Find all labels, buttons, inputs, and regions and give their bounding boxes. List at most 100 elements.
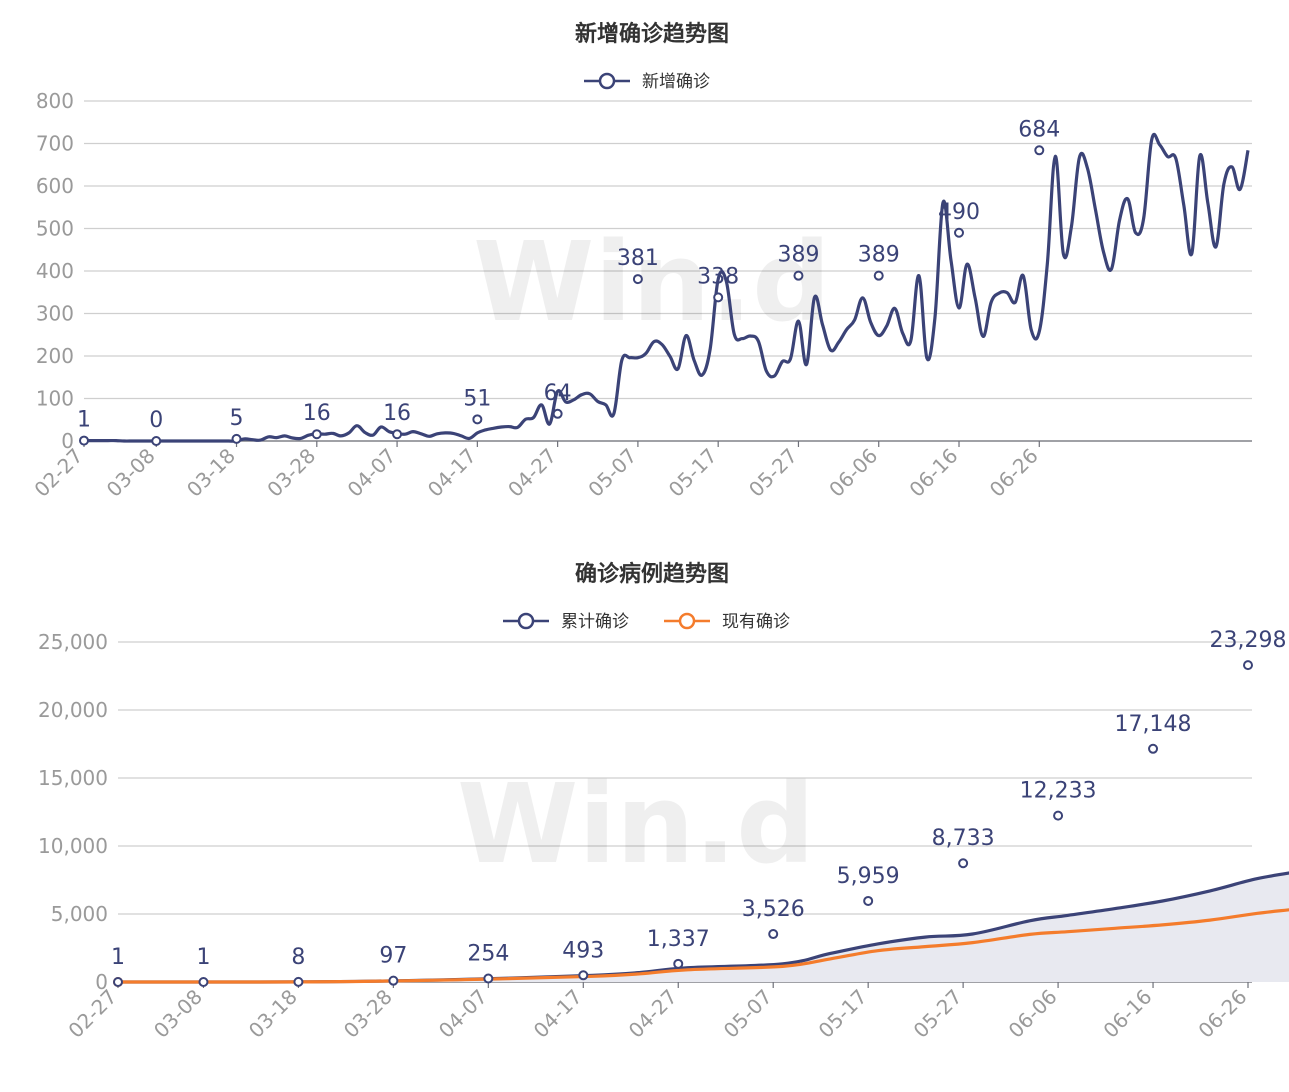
data-label: 16 [383,401,411,426]
data-label: 1 [111,945,125,970]
y-tick-label: 600 [36,174,74,198]
data-label: 1,337 [647,927,710,952]
series-new-cases-line [84,132,1250,443]
chart-confirmed-cases: 确诊病例趋势图 累计确诊 现有确诊 0 5,000 10,000 15,000 20,0… [38,561,1289,1043]
data-point [151,436,162,446]
chart1-legend-marker [598,72,616,90]
chart2-legend-marker-total [517,612,535,630]
data-point-total [483,973,494,984]
series-total-area [118,873,1289,983]
x-tick-label: 05-17 [664,444,722,502]
x-tick-label: 05-07 [583,444,641,502]
data-point-total [1053,810,1064,821]
data-label: 1 [77,408,91,433]
data-point-total [293,976,304,987]
y-tick-label: 25,000 [38,630,108,654]
data-label: 493 [562,938,604,963]
chart2-y-axis: 0 5,000 10,000 15,000 20,000 25,000 [38,630,108,994]
watermark-2: Win.d [457,760,815,888]
chart1-legend[interactable]: 新增确诊 [584,72,710,92]
y-tick-label: 500 [36,217,74,241]
data-label: 8,733 [932,826,995,851]
chart2-legend-label-total: 累计确诊 [561,612,629,632]
x-tick-label: 05-07 [719,985,777,1043]
x-tick-label: 04-07 [343,444,401,502]
data-point-total [1148,743,1159,754]
x-tick-label: 06-06 [824,444,882,502]
data-point [632,274,643,285]
y-tick-label: 200 [36,344,74,368]
x-tick-label: 05-27 [909,985,967,1043]
x-tick-label: 02-27 [63,985,121,1043]
data-label: 12,233 [1020,779,1097,804]
x-tick-label: 06-06 [1004,985,1062,1043]
data-point-total [768,929,779,940]
data-label: 5 [230,406,244,431]
x-tick-label: 02-27 [29,444,87,502]
y-tick-label: 400 [36,259,74,283]
chart2-legend-label-current: 现有确诊 [722,612,790,632]
data-label: 381 [617,246,659,271]
x-tick-label: 06-16 [904,444,962,502]
data-point-total [198,976,209,987]
data-point-total [113,976,123,987]
data-point [1034,145,1045,156]
y-tick-label: 15,000 [38,766,108,790]
data-label: 389 [777,243,819,268]
x-tick-label: 05-27 [744,444,802,502]
data-point [392,429,403,440]
chart2-total-labeled-points: 1 1 8 97 254 493 1,337 3,526 5,959 8,733 12,233 17,… [111,628,1287,987]
data-label: 17,148 [1115,712,1192,737]
data-label: 389 [858,243,900,268]
data-point-total [388,975,399,986]
x-tick-label: 03-18 [244,985,302,1043]
data-label: 1 [196,945,210,970]
x-tick-label: 04-27 [503,444,561,502]
chart1-legend-label: 新增确诊 [642,72,710,92]
data-label: 64 [544,381,572,406]
data-point-total [673,958,684,969]
data-point-total [863,895,874,906]
chart1-y-axis: 0 100 200 300 400 500 600 700 800 [36,89,74,453]
data-point [713,292,724,303]
data-point [552,408,563,419]
chart2-legend[interactable]: 累计确诊 现有确诊 [503,612,790,632]
x-tick-label: 06-16 [1099,985,1157,1043]
x-tick-label: 03-18 [182,444,240,502]
chart2-title: 确诊病例趋势图 [575,561,729,587]
x-tick-label: 04-17 [529,985,587,1043]
data-point [79,435,89,446]
data-label: 23,298 [1210,628,1287,653]
y-tick-label: 700 [36,132,74,156]
x-tick-label: 03-28 [339,985,397,1043]
data-label: 5,959 [837,864,900,889]
data-label: 490 [938,200,980,225]
data-label: 0 [149,408,163,433]
chart1-x-axis: 02-27 03-08 03-18 03-28 04-07 04-17 04-27 05-07… [29,441,1043,502]
data-point [472,414,483,425]
x-tick-label: 04-07 [434,985,492,1043]
data-label: 3,526 [742,897,805,922]
chart1-title: 新增确诊趋势图 [575,21,729,47]
data-label: 684 [1018,117,1060,142]
y-tick-label: 20,000 [38,698,108,722]
series-current-line [117,908,1289,984]
x-tick-label: 03-28 [262,444,320,502]
x-tick-label: 03-08 [149,985,207,1043]
chart1-labeled-points: 1 0 5 16 16 51 64 381 338 389 389 490 684 [77,117,1060,446]
chart2-legend-marker-current [678,612,696,630]
y-tick-label: 800 [36,89,74,113]
data-label: 51 [463,386,491,411]
y-tick-label: 10,000 [38,834,108,858]
data-label: 254 [467,942,509,967]
data-point [873,270,884,281]
chart-new-cases: 新增确诊趋势图 新增确诊 0 100 200 300 400 500 600 700 800 0… [29,21,1252,502]
data-point [311,429,322,440]
y-tick-label: 0 [61,429,74,453]
data-point [793,270,804,281]
data-label: 338 [697,264,739,289]
x-tick-label: 06-26 [985,444,1043,502]
x-tick-label: 04-27 [624,985,682,1043]
data-label: 16 [303,401,331,426]
